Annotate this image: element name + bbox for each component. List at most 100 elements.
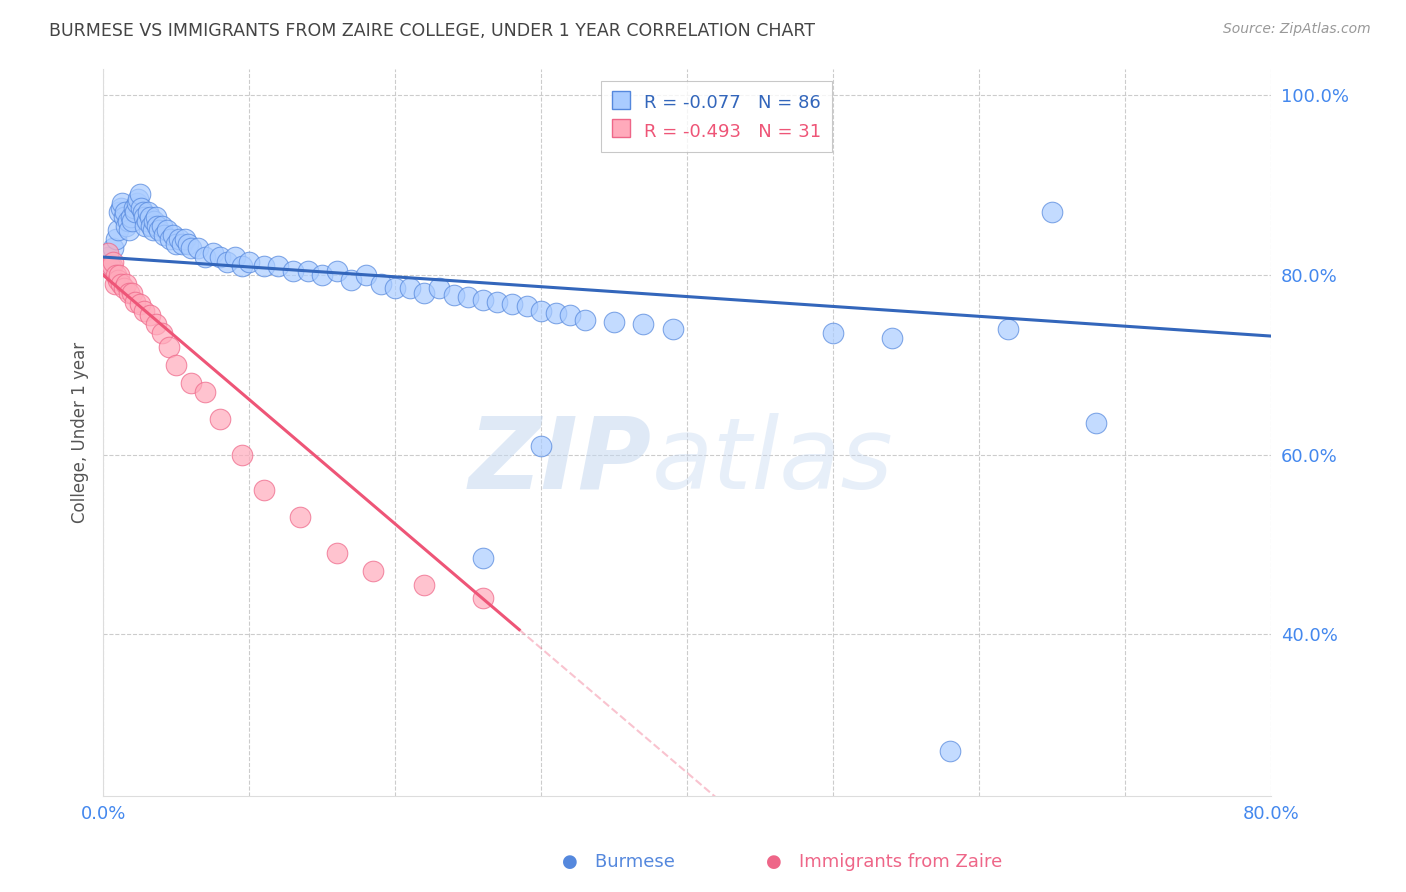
Text: atlas: atlas: [652, 413, 894, 509]
Point: [115, 277, 138, 291]
Point: [180, 241, 202, 255]
Point: [194, 384, 217, 399]
Point: [427, 281, 450, 295]
Point: [253, 259, 276, 273]
Point: [153, 227, 176, 242]
Point: [124, 205, 146, 219]
Point: [560, 309, 582, 323]
Y-axis label: College, Under 1 year: College, Under 1 year: [72, 342, 89, 523]
Text: BURMESE VS IMMIGRANTS FROM ZAIRE COLLEGE, UNDER 1 YEAR CORRELATION CHART: BURMESE VS IMMIGRANTS FROM ZAIRE COLLEGE…: [49, 22, 815, 40]
Point: [107, 272, 129, 286]
Point: [136, 214, 159, 228]
Point: [238, 254, 260, 268]
Point: [165, 358, 187, 372]
Point: [180, 376, 202, 390]
Point: [111, 196, 134, 211]
Point: [112, 210, 135, 224]
Point: [105, 232, 128, 246]
Point: [530, 304, 553, 318]
Point: [530, 439, 553, 453]
Point: [413, 285, 436, 300]
Point: [139, 309, 162, 323]
Point: [361, 564, 384, 578]
Point: [267, 259, 290, 273]
Point: [124, 295, 146, 310]
Point: [146, 219, 169, 233]
Point: [141, 219, 163, 233]
Point: [121, 214, 143, 228]
Point: [177, 236, 200, 251]
Point: [633, 318, 655, 332]
Point: [170, 236, 193, 251]
Point: [125, 196, 148, 211]
Point: [325, 546, 347, 560]
Point: [457, 290, 479, 304]
Point: [107, 223, 129, 237]
Point: [823, 326, 845, 341]
Point: [471, 591, 494, 606]
Point: [603, 315, 626, 329]
Point: [157, 340, 180, 354]
Text: ZIP: ZIP: [470, 413, 652, 509]
Point: [114, 205, 136, 219]
Point: [120, 210, 142, 224]
Point: [224, 250, 246, 264]
Point: [121, 285, 143, 300]
Point: [138, 205, 160, 219]
Point: [340, 272, 363, 286]
Point: [103, 241, 125, 255]
Point: [398, 281, 420, 295]
Point: [145, 318, 167, 332]
Point: [156, 223, 179, 237]
Point: [208, 250, 231, 264]
Point: [311, 268, 333, 282]
Point: [297, 263, 319, 277]
Point: [118, 223, 141, 237]
Point: [231, 259, 253, 273]
Point: [122, 201, 145, 215]
Point: [110, 201, 132, 215]
Point: [127, 192, 149, 206]
Point: [208, 411, 231, 425]
Point: [281, 263, 304, 277]
Text: Source: ZipAtlas.com: Source: ZipAtlas.com: [1223, 22, 1371, 37]
Point: [173, 232, 195, 246]
Point: [187, 241, 209, 255]
Point: [370, 277, 392, 291]
Point: [194, 250, 217, 264]
Point: [96, 245, 118, 260]
Point: [96, 250, 118, 264]
Point: [253, 483, 276, 498]
Legend: R = -0.077   N = 86, R = -0.493   N = 31: R = -0.077 N = 86, R = -0.493 N = 31: [600, 81, 832, 152]
Point: [150, 326, 173, 341]
Point: [128, 297, 150, 311]
Point: [443, 287, 465, 301]
Point: [118, 285, 141, 300]
Point: [165, 236, 187, 251]
Point: [471, 550, 494, 565]
Point: [108, 268, 131, 282]
Point: [880, 331, 903, 345]
Point: [128, 187, 150, 202]
Point: [139, 210, 162, 224]
Point: [231, 448, 253, 462]
Point: [143, 214, 166, 228]
Point: [145, 210, 167, 224]
Point: [131, 205, 153, 219]
Point: [150, 219, 173, 233]
Point: [134, 219, 156, 233]
Point: [1040, 205, 1063, 219]
Point: [103, 254, 125, 268]
Point: [105, 268, 128, 282]
Text: ●   Burmese: ● Burmese: [562, 853, 675, 871]
Point: [108, 205, 131, 219]
Point: [117, 214, 139, 228]
Point: [384, 281, 406, 295]
Point: [167, 232, 190, 246]
Point: [217, 254, 239, 268]
Point: [354, 268, 377, 282]
Point: [515, 300, 537, 314]
Point: [104, 277, 127, 291]
Point: [486, 295, 509, 310]
Point: [100, 259, 122, 273]
